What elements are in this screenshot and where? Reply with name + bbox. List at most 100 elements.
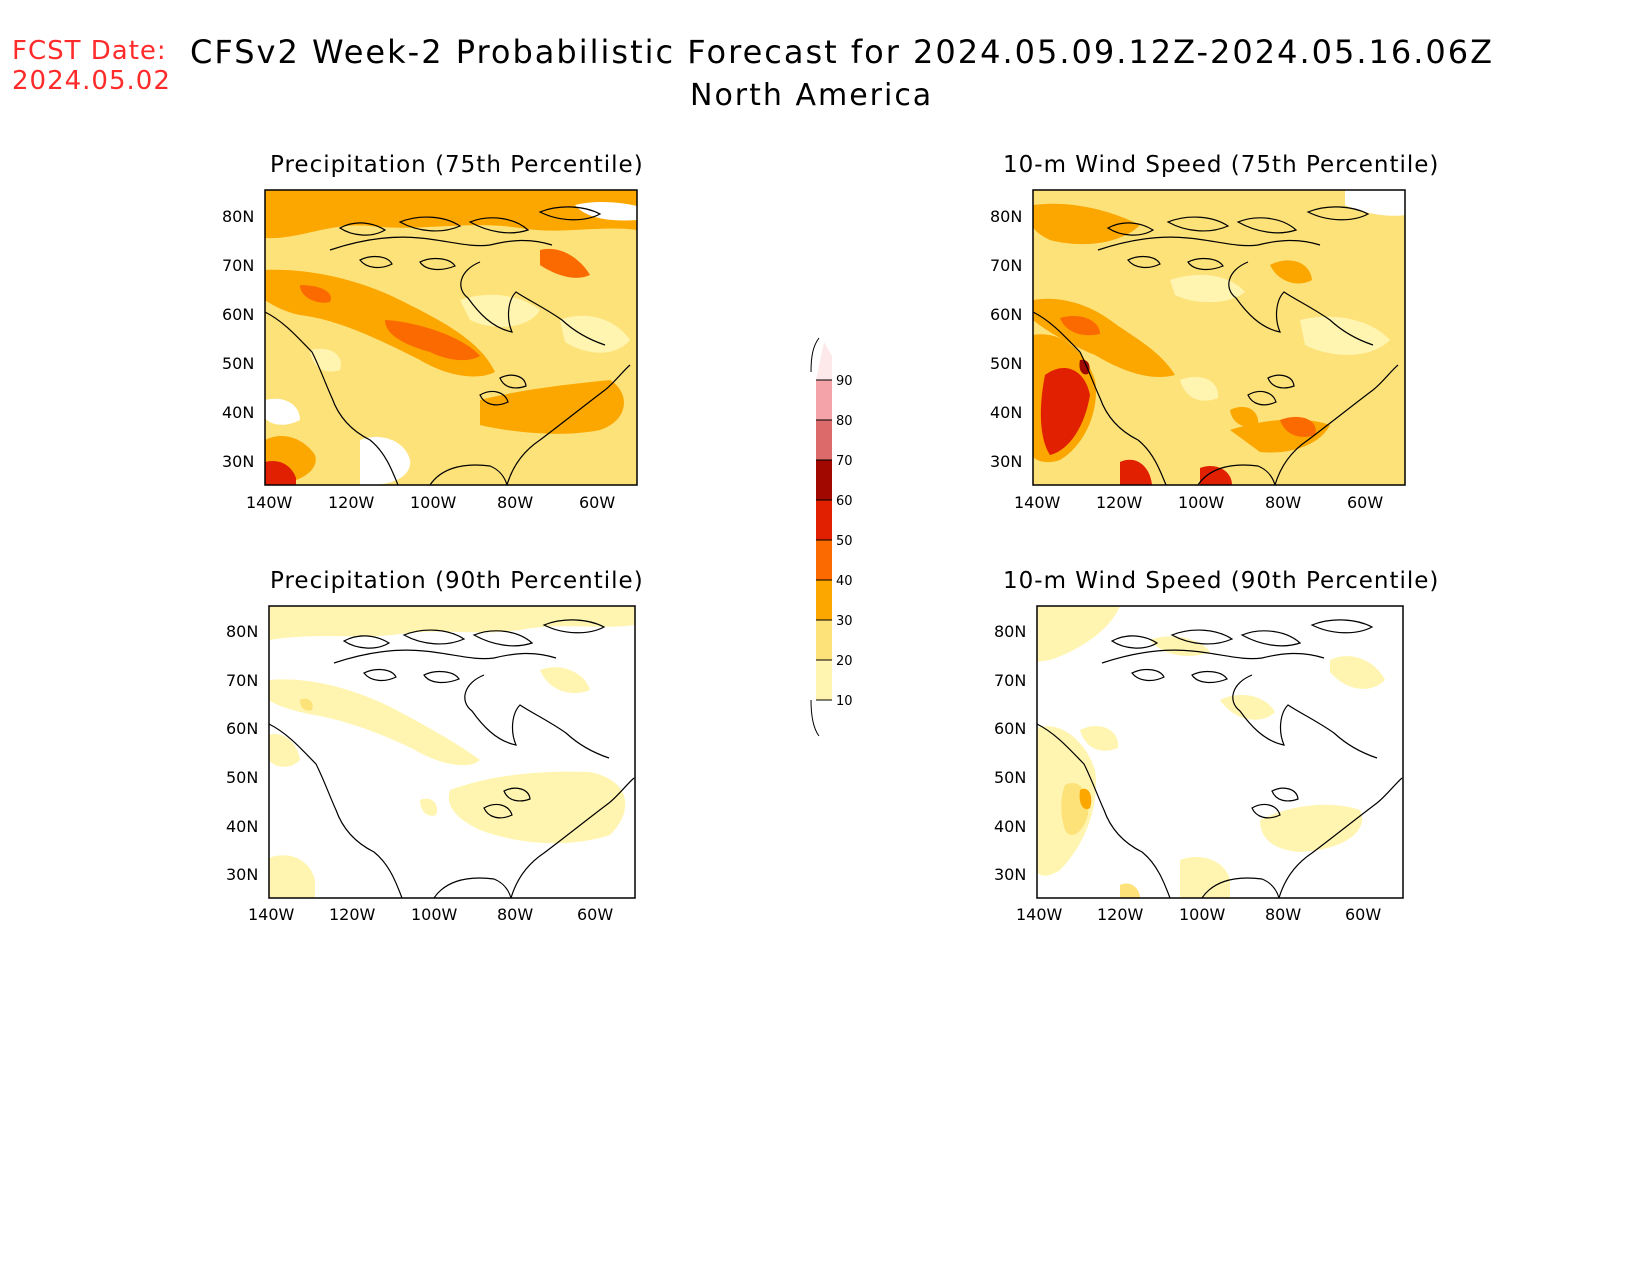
lat-tick: 30N [990,452,1022,471]
colorbar-tick-label: 50 [836,534,853,549]
panel-title: Precipitation (75th Percentile) [270,152,644,178]
lat-tick: 50N [994,768,1026,787]
lat-tick: 80N [226,622,258,641]
colorbar-tick-label: 60 [836,494,853,509]
coastlines [1036,619,1403,899]
lon-tick: 140W [246,493,293,512]
lat-axis: 80N 70N 60N 50N 40N 30N [226,622,258,884]
colorbar-swatches [816,342,832,701]
colorbar-labels: 10 20 30 40 50 60 70 80 90 [836,374,853,709]
colorbar-swatch [816,540,832,580]
lat-tick: 50N [222,354,254,373]
colorbar: 10 20 30 40 50 60 70 80 90 [810,337,853,737]
lon-axis: 140W 120W 100W 80W 60W [1016,905,1381,924]
lon-tick: 100W [410,493,457,512]
map-frame [264,189,638,486]
lon-tick: 120W [1096,493,1143,512]
lat-tick: 40N [226,817,258,836]
lat-tick: 70N [990,256,1022,275]
lon-tick: 120W [328,493,375,512]
colorbar-swatch [816,342,832,380]
map-area [265,190,637,485]
lat-tick: 30N [222,452,254,471]
lon-tick: 60W [579,493,615,512]
panel-wind-90: 10-m Wind Speed (90th Percentile) [994,568,1439,924]
lon-tick: 100W [411,905,458,924]
lon-tick: 60W [1347,493,1383,512]
lon-tick: 60W [577,905,613,924]
panel-precip-75: Precipitation (75th Percentile) [222,152,644,512]
lat-tick: 40N [994,817,1026,836]
map-frame [1032,189,1406,486]
colorbar-swatch [816,380,832,420]
lat-axis: 80N 70N 60N 50N 40N 30N [990,207,1022,471]
colorbar-swatch [816,460,832,500]
lat-tick: 50N [226,768,258,787]
lat-tick: 40N [222,403,254,422]
lat-tick: 70N [994,671,1026,690]
colorbar-swatch [816,580,832,620]
lon-tick: 80W [1265,905,1301,924]
lat-axis: 80N 70N 60N 50N 40N 30N [994,622,1026,884]
lat-tick: 60N [994,719,1026,738]
lon-axis: 140W 120W 100W 80W 60W [246,493,615,512]
lon-tick: 60W [1345,905,1381,924]
lon-tick: 100W [1178,493,1225,512]
colorbar-bottom-cap [810,699,820,737]
panel-title: Precipitation (90th Percentile) [270,568,644,594]
map-area [1037,606,1403,898]
lat-tick: 30N [994,865,1026,884]
lon-tick: 140W [248,905,295,924]
colorbar-tick-label: 20 [836,654,853,669]
lon-tick: 140W [1016,905,1063,924]
fcst-date-heading: FCST Date: [12,36,167,66]
lat-tick: 70N [226,671,258,690]
map-area [269,606,635,898]
lon-tick: 100W [1179,905,1226,924]
lat-tick: 60N [222,305,254,324]
forecast-date-label: FCST Date: 2024.05.02 [12,36,171,96]
panel-wind-75: 10-m Wind Speed (75th Percentile) [990,152,1439,512]
lon-tick: 120W [329,905,376,924]
colorbar-tick-label: 40 [836,574,853,589]
panel-title: 10-m Wind Speed (90th Percentile) [1003,568,1439,594]
map-area [1033,190,1405,485]
lon-tick: 80W [497,905,533,924]
lat-axis: 80N 70N 60N 50N 40N 30N [222,207,254,471]
colorbar-tick-label: 10 [836,694,853,709]
map-frame [268,605,636,899]
lon-tick: 140W [1014,493,1061,512]
colorbar-top-cap [810,337,820,373]
fcst-date-value: 2024.05.02 [12,66,171,96]
colorbar-tick-label: 80 [836,414,853,429]
lon-tick: 120W [1097,905,1144,924]
colorbar-swatch [816,420,832,460]
lat-tick: 70N [222,256,254,275]
lon-axis: 140W 120W 100W 80W 60W [1014,493,1383,512]
lat-tick: 80N [990,207,1022,226]
panel-precip-90: Precipitation (90th Percentile) [226,568,644,924]
colorbar-tick-label: 90 [836,374,853,389]
lon-axis: 140W 120W 100W 80W 60W [248,905,613,924]
coastlines [264,206,631,486]
lat-tick: 40N [990,403,1022,422]
coastlines [268,619,635,899]
coastlines [1032,206,1399,486]
page-title: CFSv2 Week-2 Probabilistic Forecast for … [190,33,1495,71]
lon-tick: 80W [1265,493,1301,512]
colorbar-tick-label: 70 [836,454,853,469]
panel-title: 10-m Wind Speed (75th Percentile) [1003,152,1439,178]
colorbar-tick-label: 30 [836,614,853,629]
colorbar-swatch [816,660,832,700]
colorbar-swatch [816,620,832,660]
page-subtitle: North America [690,78,934,113]
lat-tick: 50N [990,354,1022,373]
colorbar-swatch [816,500,832,540]
lon-tick: 80W [497,493,533,512]
lat-tick: 80N [222,207,254,226]
lat-tick: 60N [990,305,1022,324]
lat-tick: 80N [994,622,1026,641]
map-frame [1036,605,1404,899]
lat-tick: 30N [226,865,258,884]
